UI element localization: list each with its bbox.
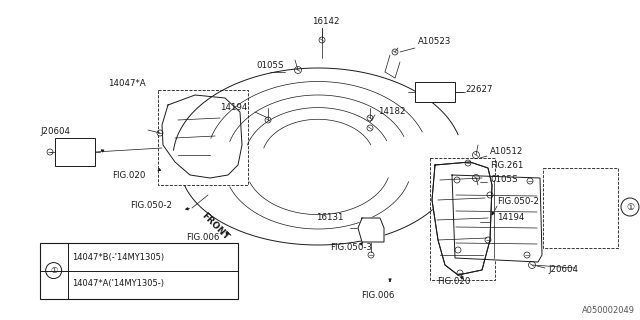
Text: 14047*A('14MY1305-): 14047*A('14MY1305-) [72, 279, 164, 288]
Text: A050002049: A050002049 [582, 306, 635, 315]
Text: 14047*B(-'14MY1305): 14047*B(-'14MY1305) [72, 253, 164, 262]
Text: 0105S: 0105S [490, 175, 518, 185]
Bar [158, 90, 248, 185]
Text: FIG.006: FIG.006 [186, 234, 220, 243]
Text: FIG.006: FIG.006 [362, 291, 395, 300]
Polygon shape [358, 218, 384, 242]
Text: ①: ① [626, 204, 634, 212]
Bar [430, 158, 495, 280]
Text: 14182: 14182 [378, 108, 406, 116]
Polygon shape [452, 175, 542, 262]
Text: FIG.261: FIG.261 [490, 162, 524, 171]
Text: 14194: 14194 [220, 103, 248, 113]
Text: 16142: 16142 [312, 18, 340, 27]
Text: FIG.050-2: FIG.050-2 [130, 201, 172, 210]
Text: 14194: 14194 [497, 213, 524, 222]
Text: 16131: 16131 [316, 213, 344, 222]
Text: FIG.050-2: FIG.050-2 [497, 197, 539, 206]
Text: A10512: A10512 [490, 148, 524, 156]
Text: FIG.020: FIG.020 [437, 277, 470, 286]
Bar [55, 138, 95, 166]
Polygon shape [432, 162, 492, 275]
Text: J20604: J20604 [548, 266, 578, 275]
Bar [543, 168, 618, 248]
Text: FIG.020: FIG.020 [112, 171, 145, 180]
Text: FIG.050-3: FIG.050-3 [330, 244, 372, 252]
Text: 0105S: 0105S [256, 60, 284, 69]
Bar [40, 243, 238, 299]
Text: FRONT: FRONT [200, 211, 231, 242]
Text: A10523: A10523 [418, 37, 451, 46]
Text: ①: ① [50, 266, 58, 275]
Text: 22627: 22627 [465, 85, 493, 94]
Text: 14047*A: 14047*A [108, 78, 146, 87]
Bar [415, 82, 455, 102]
Text: J20604: J20604 [40, 127, 70, 137]
